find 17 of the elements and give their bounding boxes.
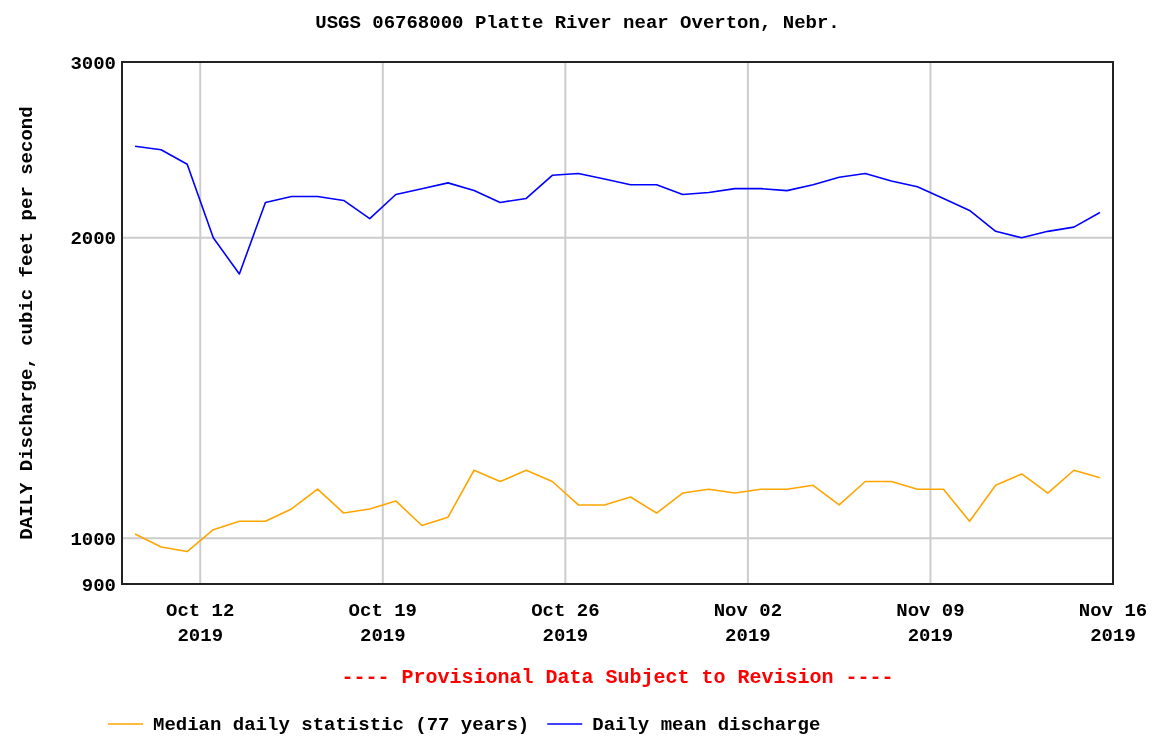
- y-axis-title: DAILY Discharge, cubic feet per second: [16, 106, 38, 540]
- x-tick-label: Oct 12 2019: [166, 600, 235, 647]
- x-tick-label: Nov 02 2019: [713, 600, 783, 647]
- y-tick-label: 3000: [70, 52, 116, 75]
- x-tick-label: Oct 26 2019: [531, 600, 600, 647]
- line-series: [134, 469, 1101, 553]
- x-tick-label: Oct 19 2019: [348, 600, 417, 647]
- line-series: [134, 145, 1101, 275]
- y-tick-label: 2000: [70, 228, 116, 251]
- text: ---- Provisional Data Subject to Revision ----: [341, 666, 894, 689]
- legend-label: Daily mean discharge: [592, 714, 821, 736]
- y-tick-label: 900: [81, 574, 116, 597]
- x-tick-label: Nov 09 2019: [896, 600, 965, 647]
- x-tick-label: Nov 16 2019: [1078, 600, 1148, 647]
- y-tick-label: 1000: [70, 528, 116, 551]
- chart-title: USGS 06768000 Platte River near Overton, Nebr.: [315, 12, 840, 34]
- legend-label: Median daily statistic (77 years): [153, 714, 530, 736]
